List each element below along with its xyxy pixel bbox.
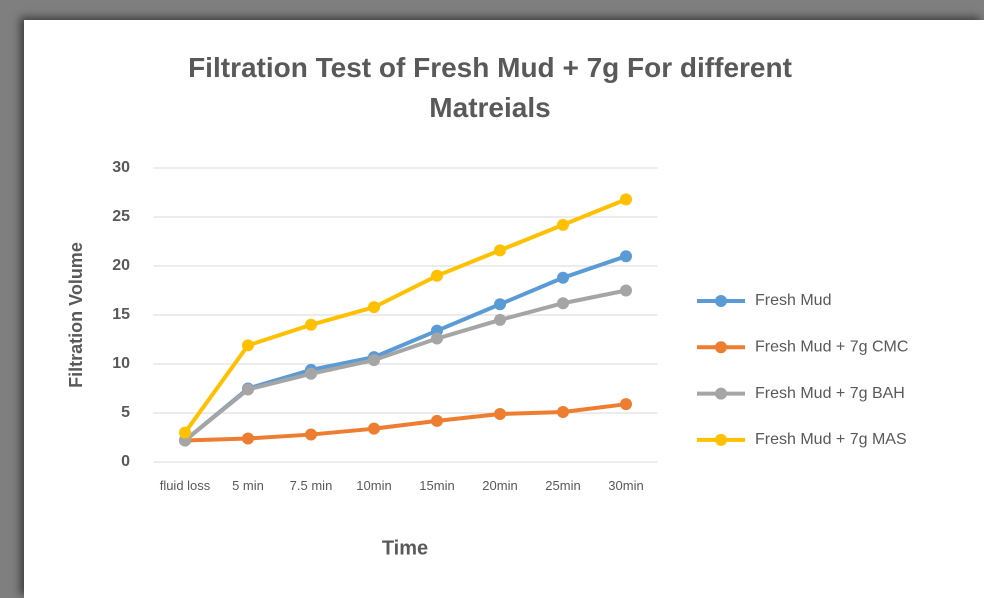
data-point [494,298,506,311]
x-tick-label: 20min [482,478,518,493]
legend-marker [715,387,727,400]
chart-panel [24,20,984,598]
x-axis-label: Time [382,537,428,559]
data-point [620,193,632,206]
x-tick-label: 15min [419,478,455,493]
chart-title: Filtration Test of Fresh Mud + 7g For di… [188,52,792,123]
y-tick-label: 30 [112,159,130,176]
data-point [494,244,506,257]
data-point [305,367,317,380]
data-point [620,284,632,297]
y-tick-label: 0 [121,453,130,470]
legend-label: Fresh Mud [755,292,831,309]
data-point [431,269,443,282]
series-line [184,402,627,443]
y-tick-label: 15 [112,306,130,323]
data-point [368,354,380,367]
data-point [557,297,569,310]
y-axis-label: Filtration Volume [66,242,86,388]
legend-label: Fresh Mud + 7g MAS [755,431,907,448]
data-point [494,407,506,420]
legend-marker [715,341,727,354]
x-tick-label: 25min [545,478,581,493]
data-point [242,432,254,445]
x-tick-label: 5 min [232,478,264,493]
data-point [431,414,443,427]
data-point [179,426,191,439]
legend-marker [715,295,727,307]
data-point [494,313,506,326]
y-tick-label: 5 [121,404,130,421]
x-tick-label: 10min [356,478,392,493]
y-tick-label: 25 [112,208,130,225]
data-point [557,218,569,231]
data-point [242,383,254,396]
data-point [557,271,569,284]
data-point [557,406,569,419]
series-line [183,197,627,434]
y-tick-label: 10 [112,355,130,372]
data-point [431,332,443,345]
data-point [368,422,380,435]
series-line [183,288,627,442]
y-tick-label: 20 [112,257,130,274]
data-point [620,250,632,263]
legend-label: Fresh Mud + 7g CMC [755,339,908,356]
data-point [305,318,317,331]
data-point [305,428,317,441]
data-point [620,398,632,411]
data-point [242,339,254,352]
x-tick-label: 30min [608,478,644,493]
legend-label: Fresh Mud + 7g BAH [755,385,905,402]
legend-marker [715,433,727,446]
x-tick-label: fluid loss [159,478,211,493]
x-tick-label: 7.5 min [289,478,333,493]
data-point [368,301,380,314]
